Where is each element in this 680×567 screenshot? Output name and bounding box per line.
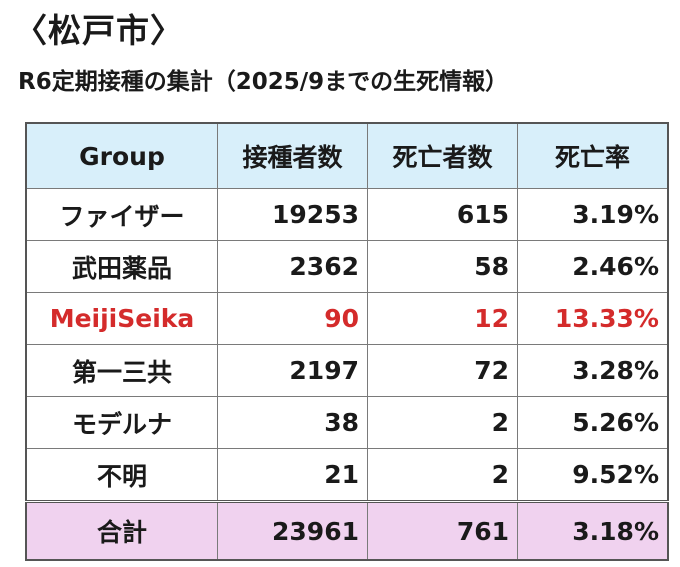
header-group: Group (25, 122, 218, 189)
total-label: 合計 (25, 500, 218, 561)
vaccination-summary-table: Group 接種者数 死亡者数 死亡率 ファイザー 19253 615 3.19… (25, 122, 669, 561)
group-name: モデルナ (25, 396, 218, 449)
table-row: ファイザー 19253 615 3.19% (25, 188, 669, 241)
death-rate: 2.46% (517, 240, 669, 293)
group-name: 第一三共 (25, 344, 218, 397)
page-title: 〈松戸市〉 (14, 11, 184, 50)
total-death-rate: 3.18% (517, 500, 669, 561)
header-vaccinated: 接種者数 (217, 122, 368, 189)
group-name: 武田薬品 (25, 240, 218, 293)
vaccinated-count: 2197 (217, 344, 368, 397)
death-count: 615 (367, 188, 518, 241)
header-deaths: 死亡者数 (367, 122, 518, 189)
vaccinated-count: 2362 (217, 240, 368, 293)
vaccinated-count: 38 (217, 396, 368, 449)
total-deaths: 761 (367, 500, 518, 561)
header-row: Group 接種者数 死亡者数 死亡率 (25, 122, 669, 189)
total-vaccinated: 23961 (217, 500, 368, 561)
death-rate: 13.33% (517, 292, 669, 345)
table-row-highlighted: MeijiSeika 90 12 13.33% (25, 292, 669, 345)
death-count: 2 (367, 448, 518, 502)
vaccinated-count: 90 (217, 292, 368, 345)
total-row: 合計 23961 761 3.18% (25, 500, 669, 561)
group-name: MeijiSeika (25, 292, 218, 345)
death-rate: 9.52% (517, 448, 669, 502)
death-rate: 3.28% (517, 344, 669, 397)
table-row: 武田薬品 2362 58 2.46% (25, 240, 669, 293)
vaccinated-count: 19253 (217, 188, 368, 241)
death-rate: 5.26% (517, 396, 669, 449)
death-count: 72 (367, 344, 518, 397)
death-count: 12 (367, 292, 518, 345)
table-row: モデルナ 38 2 5.26% (25, 396, 669, 449)
table-row: 第一三共 2197 72 3.28% (25, 344, 669, 397)
vaccinated-count: 21 (217, 448, 368, 502)
header-death-rate: 死亡率 (517, 122, 669, 189)
death-rate: 3.19% (517, 188, 669, 241)
group-name: ファイザー (25, 188, 218, 241)
group-name: 不明 (25, 448, 218, 502)
table-caption: R6定期接種の集計（2025/9までの生死情報） (18, 69, 509, 95)
death-count: 2 (367, 396, 518, 449)
table-row: 不明 21 2 9.52% (25, 448, 669, 502)
death-count: 58 (367, 240, 518, 293)
